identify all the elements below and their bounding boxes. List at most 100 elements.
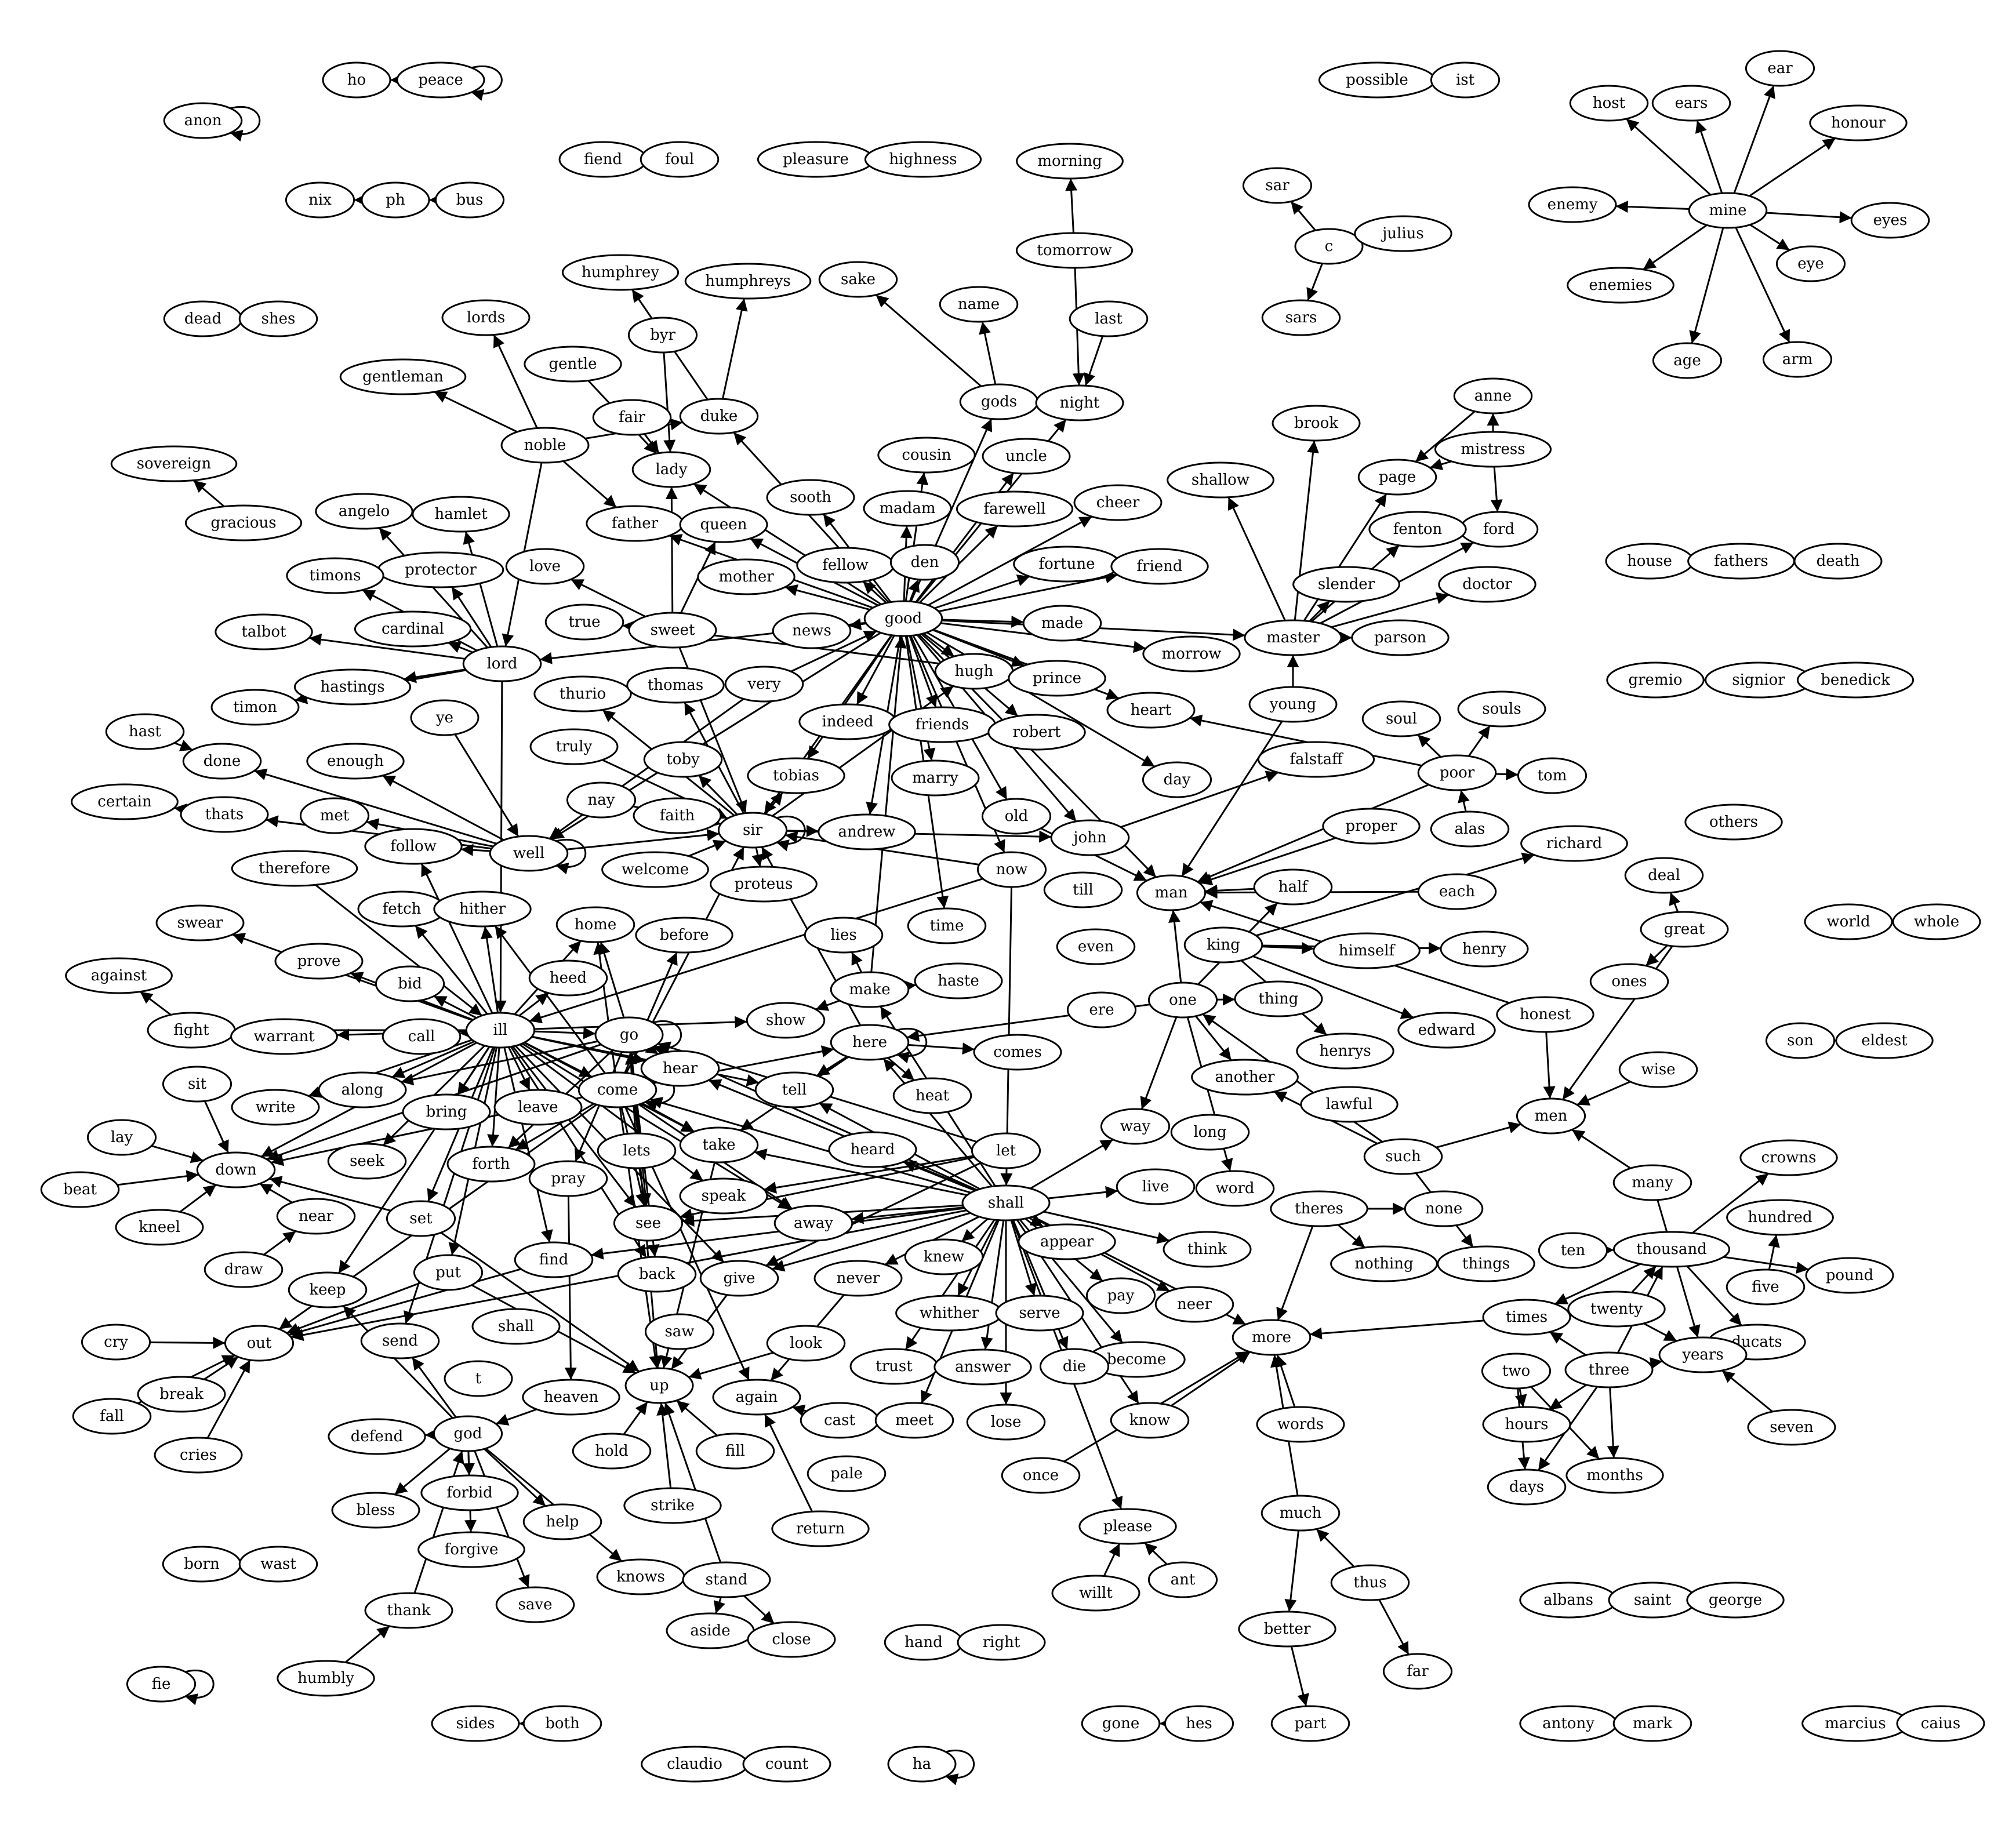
node-label: fathers [1714,552,1768,570]
self-loop-here [896,1028,928,1064]
node-anne: anne [1453,377,1533,415]
node-find: find [514,1241,594,1278]
node-label: again [736,1388,778,1406]
node-gods: gods [959,383,1039,420]
node-label: age [1673,352,1701,369]
node-label: den [911,554,939,571]
node-gone: gone [1081,1705,1161,1742]
node-label: gracious [210,514,276,532]
node-label: gentle [549,355,597,373]
node-label: alas [1455,820,1485,838]
edge-mine-honour [1749,137,1836,197]
node-ellipse [360,1322,440,1359]
node-ellipse [544,604,624,641]
node-live: live [1116,1168,1196,1205]
node-ellipse [891,759,980,797]
node-label: each [1439,883,1475,900]
node-ellipse [375,965,445,1002]
node-ellipse [742,1746,831,1783]
node-label: none [1425,1200,1463,1217]
node-better: better [1238,1610,1336,1648]
node-very: very [724,666,804,703]
node-wast: wast [238,1546,318,1583]
node-let: let [971,1132,1041,1169]
node-part: part [1270,1705,1350,1742]
node-ellipse [1354,215,1452,252]
edge-ill-keep [337,1046,491,1274]
node-again: again [712,1379,801,1416]
node-label: come [597,1081,638,1099]
edge-willt-please [1103,1543,1121,1577]
edge-three-times [1549,1331,1587,1356]
node-ellipse [471,1308,561,1345]
node-label: proper [1345,817,1397,835]
node-ellipse [1496,996,1594,1033]
edge-well-follow [460,844,491,856]
node-pale: pale [807,1455,887,1492]
self-loop-go [652,1020,682,1056]
node-label: forth [473,1155,510,1173]
node-label: heaven [544,1388,599,1406]
node-save: save [495,1586,575,1623]
node-label: sovereign [137,455,212,472]
node-label: wast [260,1555,296,1573]
node-label: madam [880,500,936,517]
node-claudio: claudio [641,1746,749,1783]
node-ellipse [679,398,759,435]
node-five: five [1726,1268,1806,1306]
node-ellipse [577,1071,658,1108]
node-label: sooth [790,489,831,506]
node-label: falstaff [1289,751,1344,768]
node-label: long [1193,1124,1226,1141]
node-label: robert [1013,724,1062,741]
edge-near-down [259,1183,293,1204]
node-sweet: sweet [628,612,717,649]
node-ellipse [180,796,269,833]
edge-noble-lords [493,334,538,429]
node-nothing: nothing [1330,1245,1438,1282]
node-ellipse [1100,1108,1171,1145]
node-label: trust [876,1358,913,1375]
node-ellipse [1612,1705,1692,1742]
node-ellipse [772,612,852,649]
edge-make-show [815,999,840,1011]
node-ellipse [1606,661,1705,699]
node-ellipse [72,1398,152,1435]
node-break: break [137,1376,226,1413]
node-comes: comes [973,1034,1062,1071]
node-ellipse [1136,874,1207,911]
node-label: timons [309,567,361,584]
node-label: shall [498,1318,534,1335]
node-label: keep [309,1281,346,1299]
node-label: take [702,1136,735,1154]
node-ellipse [697,558,795,595]
edge-cries-out [206,1359,251,1439]
node-ellipse [162,1066,233,1103]
node-antony: antony [1519,1705,1618,1742]
edge-god-keep [342,1305,453,1419]
node-ellipse [1016,143,1124,180]
node-ellipse [1612,1231,1731,1268]
node-sar: sar [1242,167,1313,204]
node-ellipse [1747,1409,1836,1446]
node-label: gods [981,393,1017,410]
node-ellipse [40,1171,120,1208]
node-ellipse [592,399,672,436]
node-ellipse [904,1238,984,1275]
node-label: john [1071,829,1106,846]
node-label: father [612,515,659,532]
node-label: highness [889,151,957,168]
node-long: long [1170,1114,1250,1151]
node-good: good [863,600,943,637]
node-label: defend [351,1428,403,1445]
node-ellipse [1528,186,1617,223]
edge-c-sar [1290,201,1316,231]
edge-thus-far [1378,1599,1410,1655]
edge-shall-hear [708,1079,976,1191]
edge-lay-down [151,1145,204,1164]
node-label: humphreys [705,272,790,290]
node-t: t [444,1360,513,1397]
node-heard: heard [828,1131,917,1168]
node-label: neer [1177,1296,1212,1313]
node-label: cry [104,1333,128,1351]
